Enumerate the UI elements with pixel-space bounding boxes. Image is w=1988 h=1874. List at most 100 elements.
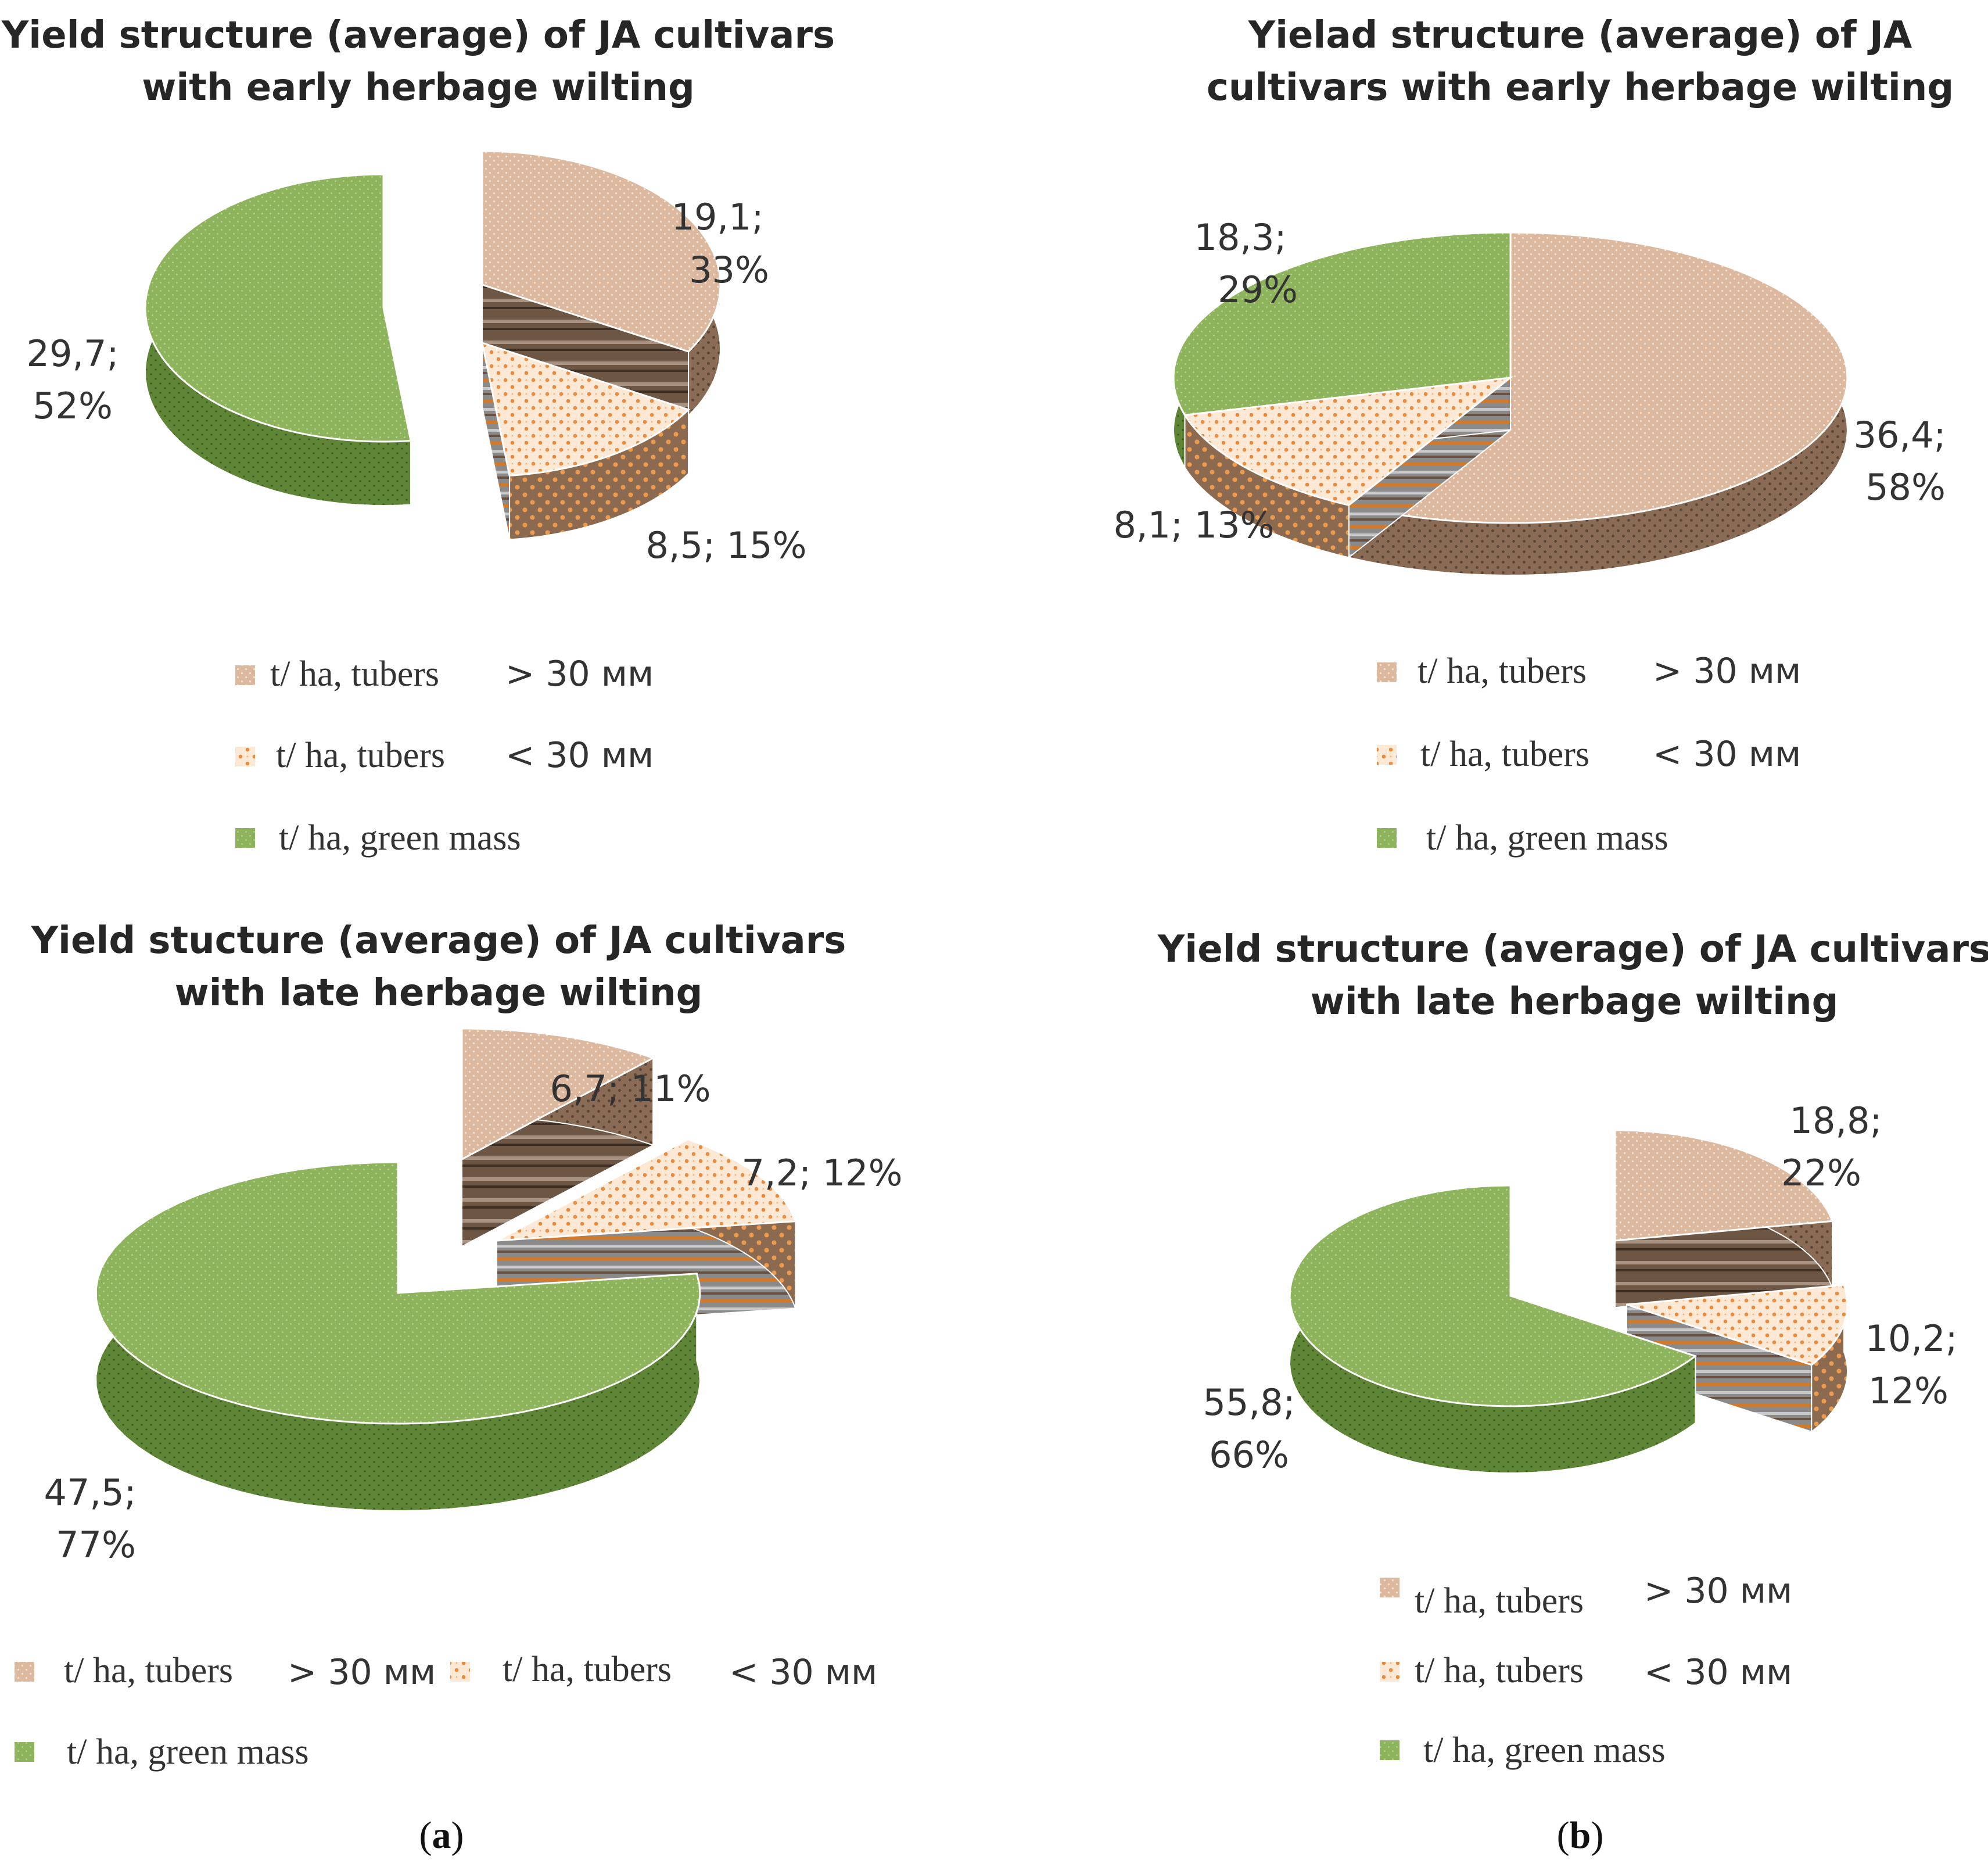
legend-label: t/ ha, green mass: [1426, 818, 1668, 858]
data-label: 77%: [56, 1524, 136, 1566]
paren-open: (: [419, 1814, 432, 1857]
legend-swatch-tubers-large: [1380, 1578, 1400, 1597]
paren-close: ): [451, 1814, 464, 1857]
data-label: 29,7;: [27, 332, 119, 375]
chart-a-bottom: Yield stucture (average) of JA cultivars…: [15, 919, 903, 1772]
data-label: 33%: [689, 249, 769, 291]
data-label: 18,3;: [1194, 216, 1287, 259]
legend-label: t/ ha, tubers: [270, 654, 439, 694]
data-label: 7,2; 12%: [741, 1152, 902, 1194]
legend-swatch-tubers-large: [1377, 662, 1397, 682]
legend-swatch-tubers-small: [1380, 1662, 1400, 1682]
slice-green-mass: [144, 173, 412, 506]
legend-swatch-green-mass: [1377, 828, 1397, 848]
data-label: 6,7; 11%: [550, 1067, 710, 1110]
panel-label-a: (a): [419, 1814, 464, 1857]
slice-tubers-small: [1183, 376, 1514, 559]
chart-title: Yield structure (average) of JA cultivar…: [1, 14, 835, 57]
chart-title: Yielad structure (average) of JA: [1248, 14, 1912, 57]
legend-label: t/ ha, green mass: [279, 818, 521, 858]
slice-top: [461, 1027, 655, 1161]
slice-top: [95, 1161, 701, 1425]
paren-open: (: [1557, 1814, 1570, 1857]
slice-top: [1183, 376, 1514, 507]
legend-swatch-tubers-large: [15, 1662, 34, 1682]
legend-suffix: < 30 мм: [1644, 1652, 1792, 1693]
pie-b-top: [1172, 231, 1849, 576]
chart-a-top: Yield structure (average) of JA cultivar…: [1, 14, 835, 858]
legend-swatch-tubers-large: [235, 665, 255, 685]
legend-swatch-tubers-small: [450, 1662, 470, 1682]
chart-title: Yield structure (average) of JA cultivar…: [1157, 928, 1988, 971]
legend-label: t/ ha, tubers: [1420, 734, 1589, 774]
pie-a-top: [144, 150, 722, 540]
data-label: 29%: [1218, 268, 1298, 311]
legend-swatch-green-mass: [15, 1742, 34, 1762]
pie-a-bottom: [95, 1027, 797, 1511]
data-label: 47,5;: [44, 1471, 137, 1514]
slice-top: [496, 1138, 797, 1242]
legend: t/ ha, tubers > 30 мм t/ ha, tubers < 30…: [235, 654, 654, 858]
slice-top: [144, 173, 412, 443]
data-label: 66%: [1209, 1434, 1289, 1476]
legend-label: t/ ha, tubers: [1415, 1581, 1584, 1621]
legend-suffix: < 30 мм: [505, 735, 654, 776]
slice-green-mass: [1289, 1184, 1698, 1474]
legend-suffix: > 30 мм: [505, 654, 654, 694]
slice-top: [481, 341, 690, 477]
legend-suffix: > 30 мм: [288, 1652, 436, 1693]
paren-close: ): [1591, 1814, 1603, 1857]
legend-swatch-tubers-small: [1377, 745, 1397, 765]
legend-label: t/ ha, green mass: [67, 1732, 309, 1772]
panel-letter: b: [1570, 1814, 1591, 1857]
legend-suffix: < 30 мм: [1653, 734, 1801, 775]
chart-title: cultivars with early herbage wilting: [1207, 66, 1954, 109]
data-label: 10,2;: [1865, 1317, 1958, 1360]
data-label: 8,5; 15%: [645, 524, 806, 567]
slice-top: [1172, 231, 1512, 416]
data-label: 55,8;: [1203, 1381, 1296, 1424]
legend-label: t/ ha, tubers: [276, 736, 445, 775]
slice-top: [481, 150, 722, 353]
slice-top: [1614, 1129, 1834, 1242]
slice-top: [1289, 1184, 1698, 1407]
slice-tubers-small: [481, 341, 690, 540]
legend-label: t/ ha, tubers: [1415, 1651, 1584, 1690]
data-label: 52%: [33, 385, 113, 427]
legend-label: t/ ha, tubers: [64, 1651, 233, 1690]
chart-b-top: Yielad structure (average) of JA cultiva…: [1113, 14, 1954, 858]
data-label: 36,4;: [1854, 414, 1946, 456]
chart-title: Yield stucture (average) of JA cultivars: [31, 919, 846, 962]
legend: t/ ha, tubers > 30 мм t/ ha, tubers < 30…: [1377, 651, 1801, 858]
legend-suffix: < 30 мм: [729, 1652, 877, 1693]
slice-tubers-large: [481, 150, 722, 417]
legend: t/ ha, tubers > 30 мм t/ ha, tubers < 30…: [15, 1650, 877, 1772]
legend-suffix: > 30 мм: [1653, 651, 1801, 691]
data-label: 8,1; 13%: [1113, 504, 1274, 546]
chart-title: with late herbage wilting: [175, 972, 703, 1015]
legend-label: t/ ha, tubers: [1418, 651, 1587, 691]
slice-top: [1626, 1284, 1849, 1366]
slice-tubers-large: [461, 1027, 655, 1248]
chart-title: with early herbage wilting: [142, 66, 695, 109]
legend-swatch-green-mass: [235, 828, 255, 848]
legend-label: t/ ha, tubers: [503, 1650, 672, 1689]
legend-label: t/ ha, green mass: [1423, 1730, 1666, 1770]
data-label: 58%: [1865, 466, 1946, 508]
legend-swatch-green-mass: [1380, 1740, 1400, 1760]
chart-b-bottom: Yield structure (average) of JA cultivar…: [1157, 928, 1988, 1770]
panel-letter: a: [432, 1814, 451, 1857]
legend: t/ ha, tubers > 30 мм t/ ha, tubers < 30…: [1380, 1571, 1792, 1770]
legend-swatch-tubers-small: [235, 747, 255, 766]
data-label: 18,8;: [1790, 1099, 1882, 1142]
data-label: 12%: [1868, 1370, 1948, 1412]
pie-b-bottom: [1289, 1129, 1849, 1474]
data-label: 22%: [1781, 1152, 1861, 1194]
slice-green-mass: [95, 1161, 701, 1511]
panel-label-b: (b): [1557, 1814, 1604, 1857]
slice-tubers-small: [1626, 1284, 1849, 1433]
data-label: 19,1;: [672, 196, 764, 238]
legend-suffix: > 30 мм: [1644, 1571, 1792, 1611]
chart-title: with late herbage wilting: [1311, 980, 1839, 1023]
